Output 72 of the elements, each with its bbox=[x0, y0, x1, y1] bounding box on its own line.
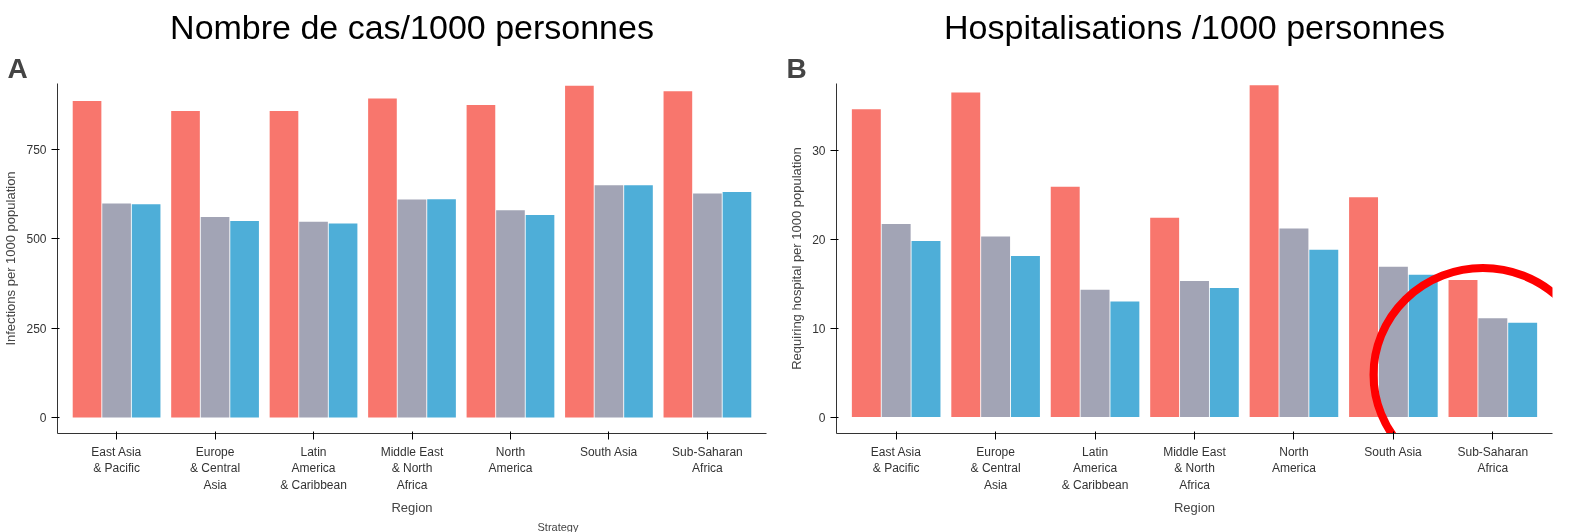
bar bbox=[1180, 280, 1209, 418]
bar bbox=[1478, 318, 1508, 418]
bar bbox=[1349, 197, 1379, 418]
bar bbox=[1508, 322, 1538, 418]
bar bbox=[427, 199, 456, 418]
y-tick-label: 250 bbox=[26, 321, 47, 336]
text: A bbox=[7, 52, 28, 84]
bar bbox=[1209, 288, 1239, 418]
bar bbox=[1309, 249, 1339, 418]
y-axis-title: Requiring hospital per 1000 population bbox=[789, 147, 805, 370]
bar bbox=[624, 185, 653, 418]
x-tick-label: Europe & Central Asia bbox=[190, 444, 241, 493]
bar bbox=[1279, 228, 1309, 418]
bar bbox=[851, 109, 881, 418]
y-tick-label: 0 bbox=[818, 410, 826, 425]
y-tick-label: 20 bbox=[812, 232, 826, 247]
x-tick-label: North America bbox=[1271, 444, 1317, 476]
bar bbox=[1110, 301, 1140, 418]
bar bbox=[496, 210, 525, 418]
text: B bbox=[786, 52, 807, 84]
x-tick-label: Middle East & North Africa bbox=[380, 444, 445, 493]
bar bbox=[951, 92, 981, 418]
bar bbox=[722, 192, 752, 418]
x-tick-label: East Asia & Pacific bbox=[91, 444, 142, 476]
x-tick-label: Sub-Saharan Africa bbox=[672, 444, 743, 476]
x-tick-label: Latin America & Caribbean bbox=[280, 444, 347, 493]
bar bbox=[269, 111, 299, 418]
x-tick-label: North America bbox=[488, 444, 533, 476]
bar bbox=[693, 193, 722, 418]
bar bbox=[981, 236, 1011, 418]
bar bbox=[466, 104, 496, 418]
bar bbox=[131, 204, 161, 418]
x-tick-label: Middle East & North Africa bbox=[1163, 444, 1227, 493]
bar bbox=[200, 217, 230, 418]
bar bbox=[565, 85, 594, 418]
bar bbox=[1010, 256, 1040, 418]
y-tick-label: 500 bbox=[26, 232, 47, 247]
y-tick-label: 10 bbox=[812, 321, 826, 336]
bar bbox=[397, 199, 427, 418]
bar bbox=[230, 221, 259, 418]
chart-title: Hospitalisations /1000 personnes bbox=[944, 7, 1445, 46]
bar bbox=[911, 240, 941, 418]
bar bbox=[328, 223, 358, 418]
bar bbox=[1150, 217, 1180, 418]
y-tick-label: 0 bbox=[39, 410, 47, 425]
text: Strategy bbox=[537, 520, 579, 532]
bar bbox=[102, 203, 131, 418]
bar bbox=[1249, 85, 1279, 418]
x-axis-title: Region bbox=[1173, 500, 1216, 516]
y-axis-title: Infections per 1000 population bbox=[3, 171, 19, 346]
y-tick-label: 750 bbox=[26, 143, 47, 158]
bar bbox=[663, 91, 693, 418]
bar bbox=[171, 111, 200, 418]
bar bbox=[1080, 289, 1110, 418]
bar bbox=[1408, 274, 1438, 418]
chart-title: Nombre de cas/1000 personnes bbox=[170, 7, 654, 46]
bar bbox=[525, 214, 555, 418]
bar bbox=[299, 221, 328, 418]
x-tick-label: Europe & Central Asia bbox=[970, 444, 1021, 493]
bar bbox=[881, 224, 911, 418]
x-tick-label: Sub-Saharan Africa bbox=[1457, 444, 1529, 476]
bar bbox=[368, 98, 397, 418]
bar bbox=[1448, 280, 1478, 418]
bar bbox=[72, 101, 102, 418]
x-axis-title: Region bbox=[391, 500, 433, 516]
bar bbox=[594, 185, 624, 418]
x-tick-label: East Asia & Pacific bbox=[870, 444, 922, 476]
x-tick-label: South Asia bbox=[1364, 444, 1423, 459]
x-tick-label: Latin America & Caribbean bbox=[1061, 444, 1129, 493]
x-tick-label: South Asia bbox=[579, 444, 638, 459]
y-tick-label: 30 bbox=[812, 143, 826, 158]
bar bbox=[1050, 186, 1080, 418]
